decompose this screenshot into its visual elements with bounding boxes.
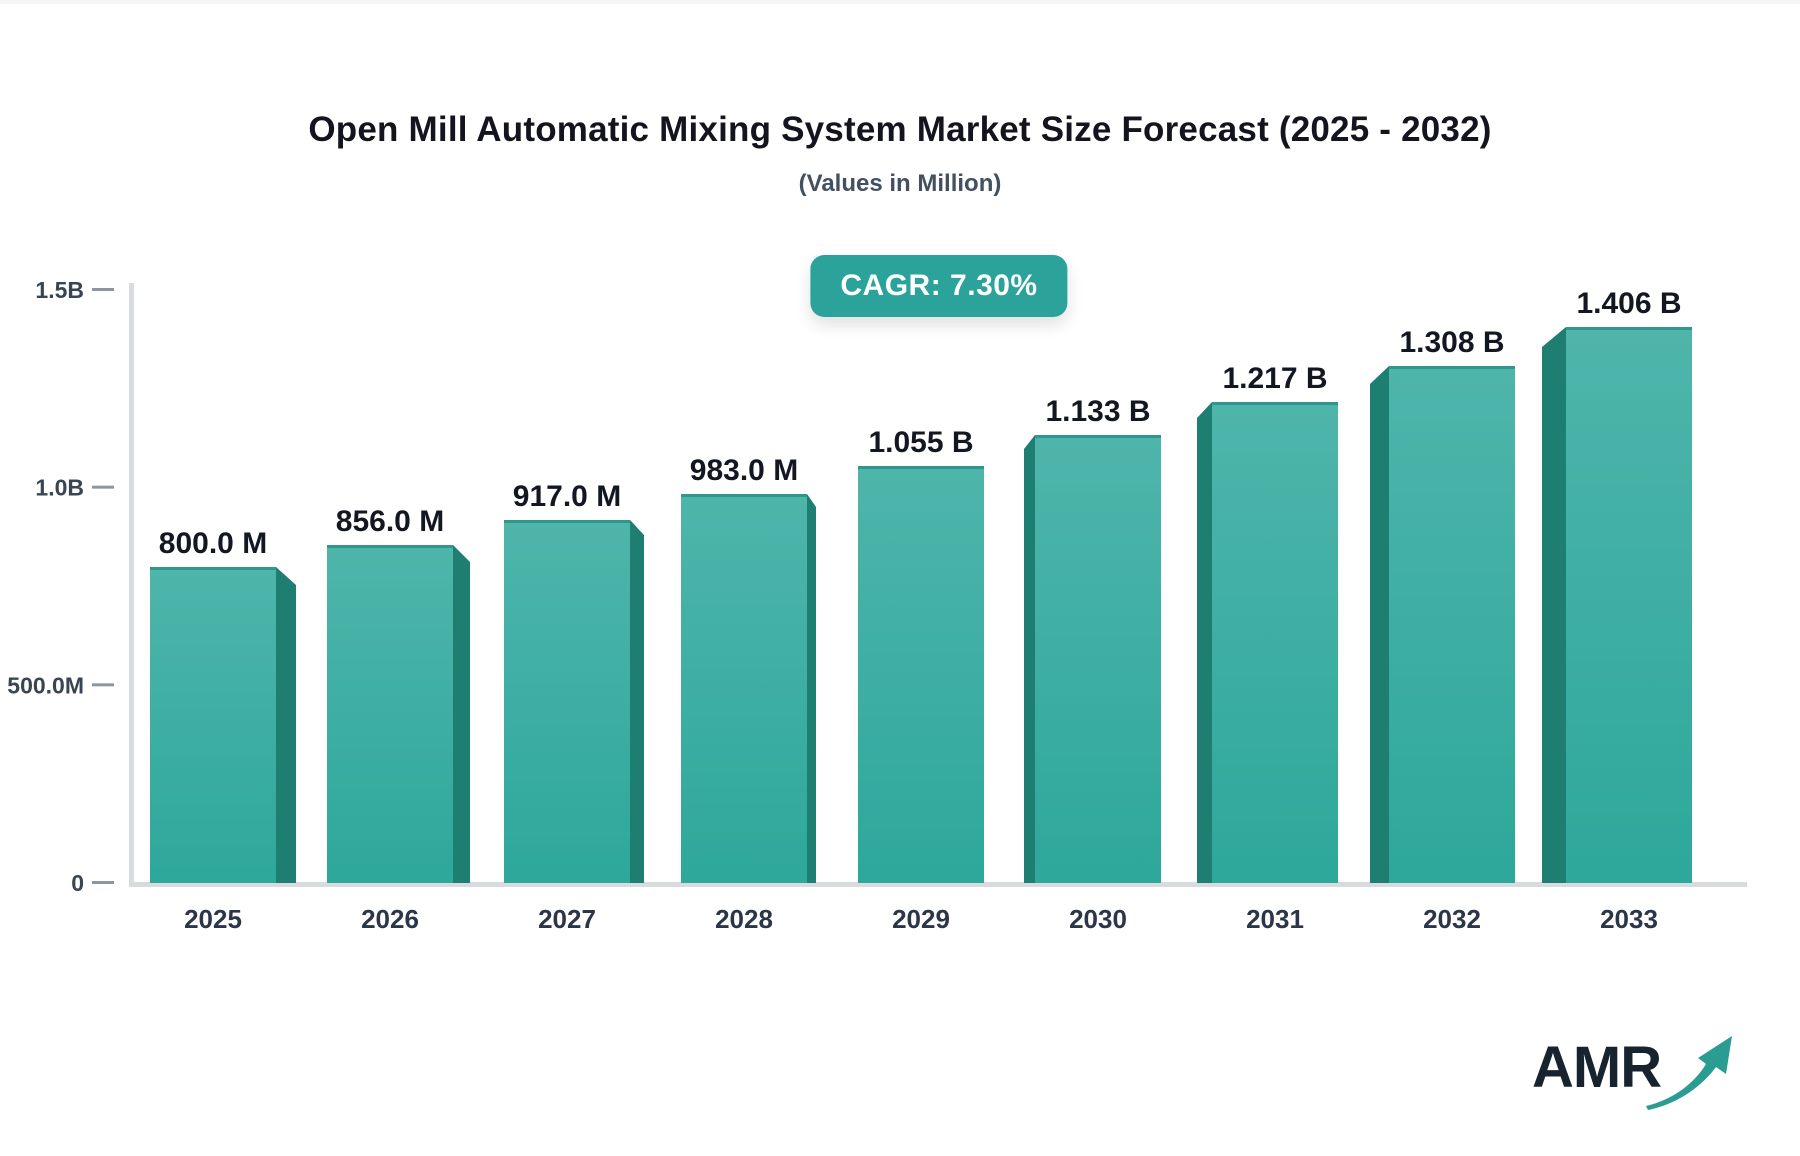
bar-top-edge [1035, 435, 1161, 438]
bar-top-edge [1389, 366, 1515, 369]
bar-side-face [276, 567, 296, 883]
x-category-label: 2033 [1600, 904, 1658, 934]
chart-subtitle: (Values in Million) [798, 170, 1002, 197]
bar-side-face [1024, 435, 1035, 883]
bar-top-edge [150, 567, 276, 570]
y-tick-label: 500.0M [7, 672, 84, 698]
bar-front-face [504, 520, 630, 883]
bar-front-face [1566, 327, 1692, 883]
bar-value-label: 1.217 B [1222, 362, 1327, 395]
y-axis-line [129, 283, 134, 887]
bar-2027: 917.0 M 2027 [504, 480, 644, 934]
y-tick-dash [92, 881, 114, 884]
bar-value-label: 983.0 M [690, 454, 798, 487]
cagr-badge: CAGR: 7.30% [810, 255, 1068, 317]
bar-front-face [858, 466, 984, 883]
bar-2030: 1.133 B 2030 [1024, 395, 1161, 934]
bar-top-edge [327, 545, 453, 548]
bar-2028: 983.0 M 2028 [681, 454, 816, 934]
amr-logo: AMR [1532, 1028, 1732, 1118]
x-axis-line [129, 882, 1747, 887]
bar-top-edge [1212, 402, 1338, 405]
x-category-label: 2026 [361, 904, 419, 934]
bar-top-edge [1566, 327, 1692, 330]
y-tick-label: 1.0B [35, 475, 84, 501]
bar-top-edge [858, 466, 984, 469]
cagr-badge-label: CAGR: 7.30% [840, 269, 1038, 302]
bar-2032: 1.308 B 2032 [1370, 326, 1515, 934]
x-category-label: 2027 [538, 904, 596, 934]
bar-value-label: 1.133 B [1045, 395, 1150, 428]
bar-side-face [1370, 366, 1389, 883]
bar-top-edge [681, 494, 807, 497]
x-category-label: 2029 [892, 904, 950, 934]
bar-side-face [1197, 402, 1212, 883]
y-tick-dash [92, 485, 114, 489]
bar-side-face [807, 494, 816, 883]
bar-top-edge [504, 520, 630, 523]
bar-front-face [681, 494, 807, 883]
y-tick-label: 1.5B [35, 277, 84, 303]
bar-side-face [453, 545, 470, 883]
amr-logo-text: AMR [1532, 1035, 1662, 1100]
y-tick-dash [92, 288, 114, 291]
bar-2029: 1.055 B 2029 [858, 426, 984, 934]
bar-value-label: 1.308 B [1399, 326, 1504, 359]
y-tick-dash [92, 683, 114, 687]
growth-arrow-icon [1646, 1036, 1732, 1110]
bar-value-label: 856.0 M [336, 505, 444, 538]
bar-front-face [150, 567, 276, 883]
bar-side-face [630, 520, 644, 883]
bar-2033: 1.406 B 2033 [1542, 287, 1692, 934]
x-category-label: 2031 [1246, 904, 1304, 934]
bar-value-label: 800.0 M [159, 527, 267, 560]
y-tick-label: 0 [71, 870, 84, 896]
x-category-label: 2025 [184, 904, 242, 934]
bar-2026: 856.0 M 2026 [327, 505, 470, 934]
bar-2025: 800.0 M 2025 [150, 527, 296, 934]
bar-2031: 1.217 B 2031 [1197, 362, 1338, 934]
bar-value-label: 1.406 B [1576, 287, 1681, 320]
bar-side-face [1542, 327, 1566, 883]
x-category-label: 2032 [1423, 904, 1481, 934]
chart-title: Open Mill Automatic Mixing System Market… [308, 110, 1492, 149]
top-edge-strip [0, 0, 1800, 4]
bar-front-face [1212, 402, 1338, 883]
bar-value-label: 917.0 M [513, 480, 621, 513]
x-category-label: 2030 [1069, 904, 1127, 934]
bar-value-label: 1.055 B [868, 426, 973, 459]
bar-front-face [327, 545, 453, 883]
bar-front-face [1389, 366, 1515, 883]
bar-front-face [1035, 435, 1161, 883]
x-category-label: 2028 [715, 904, 773, 934]
